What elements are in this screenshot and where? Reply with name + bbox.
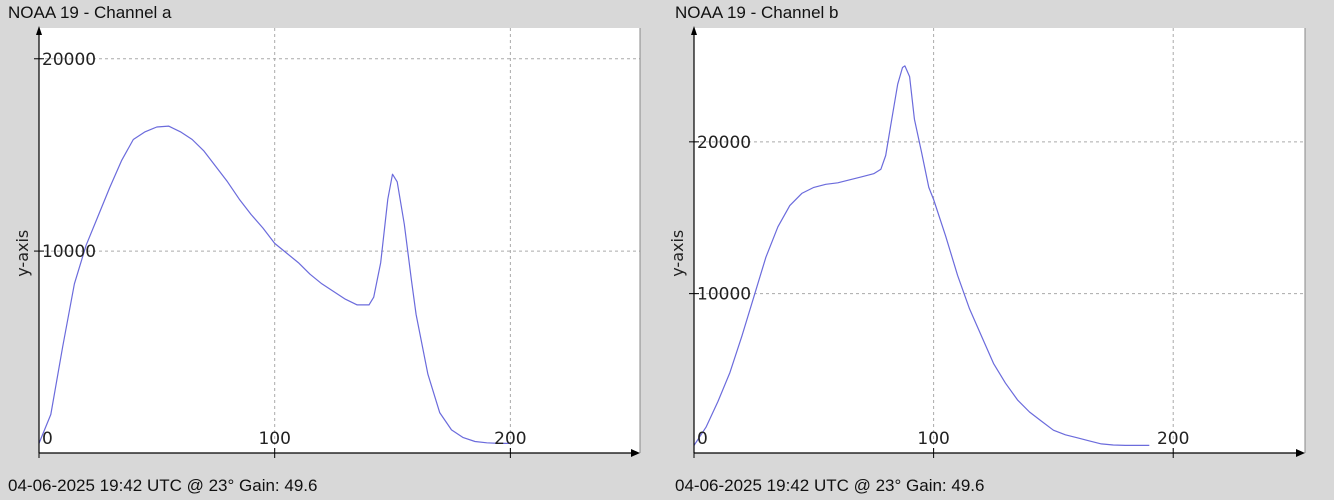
y-axis-arrow <box>691 26 697 35</box>
x-tick-label: 100 <box>258 429 290 449</box>
channel-b-plot: 0 100 200 10000 20000 y-axis <box>668 26 1306 458</box>
series-line <box>693 65 1150 446</box>
plot-area <box>694 28 1305 453</box>
plot-area <box>39 28 640 453</box>
y-axis-label: y-axis <box>668 230 687 277</box>
y-axis-label: y-axis <box>14 230 32 277</box>
x-axis-arrow <box>631 449 640 457</box>
channel-b-panel: NOAA 19 - Channel b 0 100 200 10000 20000 y-a… <box>667 0 1334 500</box>
y-tick-label: 10000 <box>42 242 96 262</box>
y-axis-arrow <box>36 26 42 35</box>
series-line <box>38 125 511 444</box>
channel-a-plot: 0 100 200 10000 20000 y-axis <box>14 26 641 458</box>
y-tick-label: 20000 <box>42 50 96 70</box>
x-tick-label: 200 <box>1157 429 1189 449</box>
x-axis-arrow <box>1296 449 1305 457</box>
y-tick-label: 20000 <box>697 133 751 153</box>
channel-b-footer: 04-06-2025 19:42 UTC @ 23° Gain: 49.6 <box>675 476 985 495</box>
x-tick-label: 200 <box>494 429 526 449</box>
x-tick-label: 0 <box>42 429 53 449</box>
x-tick-label: 100 <box>917 429 949 449</box>
x-tick-label: 0 <box>697 429 708 449</box>
channel-b-title: NOAA 19 - Channel b <box>675 3 839 22</box>
channel-a-footer: 04-06-2025 19:42 UTC @ 23° Gain: 49.6 <box>8 476 318 495</box>
channel-a-title: NOAA 19 - Channel a <box>8 3 172 22</box>
y-tick-label: 10000 <box>697 285 751 305</box>
channel-a-panel: NOAA 19 - Channel a 0 100 200 10000 20000 y-a… <box>8 3 641 495</box>
